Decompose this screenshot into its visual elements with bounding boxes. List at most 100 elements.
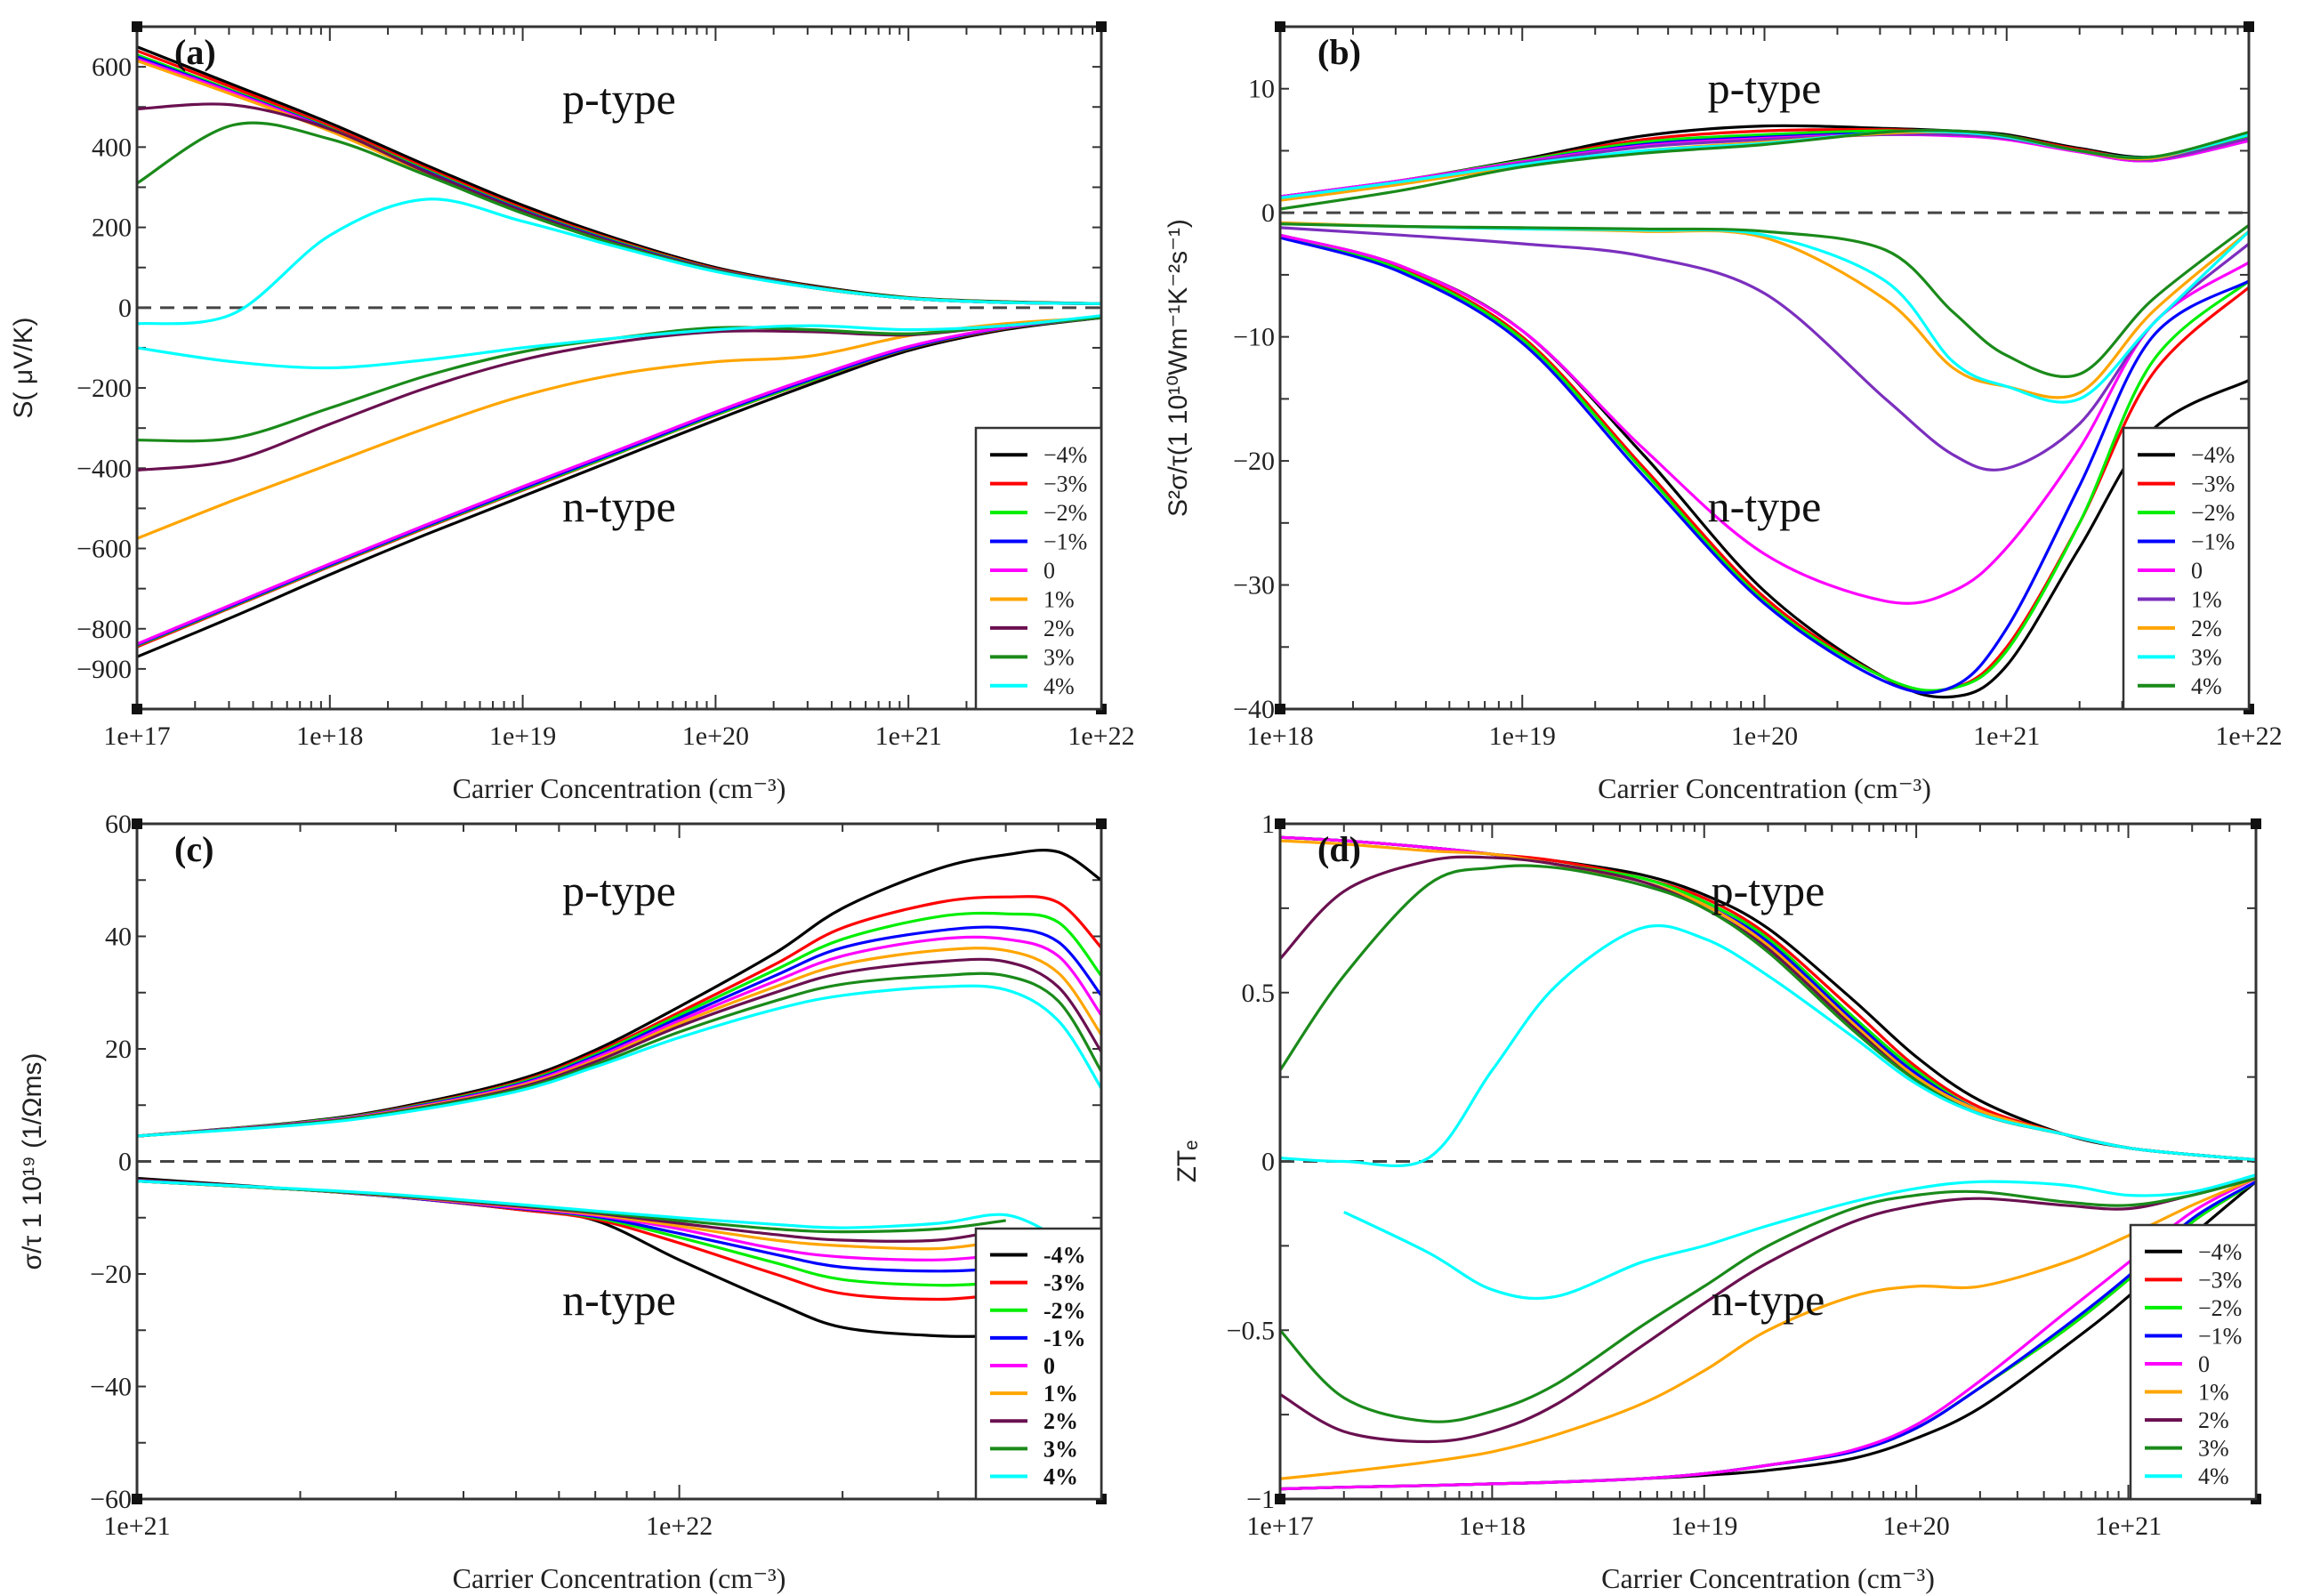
legend-item: −3% [2138, 472, 2235, 497]
legend-label: 0 [1043, 558, 1055, 584]
legend-item: -1% [990, 1326, 1086, 1351]
legend-label: 1% [1043, 586, 1075, 612]
legend: -4%-3%-2%-1%01%2%3%4% [974, 1227, 1103, 1501]
frame-corner-marker [1096, 818, 1107, 829]
y-tick-label: 1 [1261, 810, 1275, 839]
legend-item: 4% [990, 673, 1075, 699]
legend-item: 3% [990, 1436, 1078, 1462]
plot-frame [135, 25, 1103, 711]
y-tick-label: 0.5 [1242, 979, 1276, 1008]
legend-label: −2% [2198, 1295, 2242, 1321]
series-line-n-type-strain-1 [1280, 1177, 2256, 1480]
x-tick-label: 1e+22 [1067, 721, 1134, 751]
x-tick-label: 1e+18 [1459, 1511, 1526, 1541]
y-tick-label: −30 [1233, 571, 1275, 601]
frame-corner-marker [132, 1494, 142, 1504]
legend-item: 1% [990, 1381, 1078, 1407]
legend-label: 3% [2198, 1436, 2229, 1462]
legend-item: −3% [2145, 1267, 2242, 1293]
legend-item: 0 [2145, 1351, 2210, 1377]
series-line-n-type-strain-2 [137, 316, 1101, 472]
legend-item: −4% [990, 442, 1087, 468]
x-tick-label: 1e+21 [1973, 721, 2040, 751]
x-tick-label: 1e+18 [296, 721, 363, 751]
frame-corner-marker [132, 818, 142, 829]
series-line-p-type-strain-3-neg [137, 895, 1101, 1138]
legend-item: 2% [990, 1408, 1078, 1434]
legend-item: 1% [990, 586, 1075, 612]
legend-item: 2% [2138, 616, 2222, 641]
frame-corner-marker [132, 704, 142, 714]
legend-item: −3% [990, 472, 1087, 497]
frame-corner-marker [132, 21, 142, 32]
frame-corner-marker [1275, 704, 1285, 714]
legend-label: 4% [2191, 673, 2222, 699]
x-axis-label: Carrier Concentration (cm⁻³) [453, 1562, 786, 1594]
y-tick-label: 200 [92, 214, 132, 243]
legend-label: -3% [1043, 1270, 1086, 1296]
panel-label: (c) [174, 829, 213, 869]
legend-item: 4% [990, 1463, 1078, 1489]
n-type-annotation: n-type [562, 481, 676, 531]
n-type-annotation: n-type [1712, 1275, 1825, 1325]
y-tick-label: 0 [1261, 198, 1275, 228]
x-tick-label: 1e+22 [2215, 721, 2282, 751]
legend-item: 2% [990, 616, 1075, 641]
legend-label: -2% [1043, 1298, 1086, 1324]
y-axis-label: σ/τ 1 10¹⁹ (1/Ωms) [18, 1052, 47, 1270]
series-line-n-type-strain-3 [1280, 222, 2249, 404]
y-tick-label: 0 [118, 1148, 132, 1177]
legend-item: -2% [990, 1298, 1086, 1324]
legend-item: 3% [2145, 1436, 2229, 1462]
legend-label: −1% [2198, 1323, 2242, 1349]
series-line-n-type-strain-4 [1280, 222, 2249, 379]
x-tick-label: 1e+17 [1246, 1511, 1313, 1541]
legend-label: −3% [2198, 1267, 2242, 1293]
legend-label: 1% [2191, 586, 2222, 612]
legend-label: 3% [1043, 644, 1075, 670]
legend-label: 4% [1043, 673, 1075, 699]
legend-item: 0 [990, 558, 1055, 584]
x-tick-label: 1e+19 [489, 721, 556, 751]
legend-item: 3% [990, 644, 1075, 670]
frame-corner-marker [2251, 818, 2261, 829]
series-line-p-type-strain-4 [1280, 128, 2249, 211]
legend-label: −4% [2198, 1239, 2242, 1265]
x-tick-label: 1e+19 [1671, 1511, 1737, 1541]
p-type-annotation: p-type [1708, 63, 1822, 113]
legend-label: 0 [2198, 1351, 2210, 1377]
series-group [1280, 835, 2256, 1491]
y-tick-label: −1 [1246, 1485, 1275, 1514]
series-line-p-type-strain-1-neg [137, 925, 1101, 1138]
legend: −4%−3%−2%−1%01%2%3%4% [2129, 1223, 2258, 1501]
legend-label: −3% [2191, 472, 2235, 497]
legend-item: −4% [2145, 1239, 2242, 1265]
legend-label: −3% [1043, 472, 1087, 497]
legend-item: 1% [2145, 1380, 2229, 1406]
x-tick-label: 1e+22 [646, 1511, 713, 1541]
y-tick-label: 400 [92, 133, 132, 162]
legend-label: 1% [1043, 1381, 1078, 1407]
series-line-n-type-strain-2 [1280, 1176, 2256, 1444]
legend-item: 2% [2145, 1407, 2229, 1433]
x-tick-label: 1e+18 [1246, 721, 1313, 751]
plot-frame [1278, 822, 2258, 1501]
legend-label: −2% [2191, 500, 2235, 526]
legend-label: −2% [1043, 500, 1087, 526]
plot-frame [135, 822, 1103, 1501]
legend: −4%−3%−2%−1%01%2%3%4% [974, 426, 1103, 711]
series-line-n-type-strain-2 [1280, 221, 2249, 399]
p-type-annotation: p-type [562, 866, 676, 915]
y-tick-label: −600 [77, 535, 132, 564]
legend-item: 1% [2138, 586, 2222, 612]
series-line-p-type-strain-4 [137, 197, 1101, 326]
y-tick-label: −900 [77, 655, 132, 684]
y-axis-label: ZTₑ [1172, 1141, 1202, 1183]
legend-label: 1% [2198, 1380, 2229, 1406]
legend-label: 0 [2191, 558, 2203, 584]
series-line-n-type-strain-1-neg [1280, 236, 2249, 695]
legend-label: −4% [2191, 442, 2235, 468]
legend-label: 0 [1043, 1353, 1055, 1379]
series-line-n-type-strain-4 [137, 314, 1101, 370]
